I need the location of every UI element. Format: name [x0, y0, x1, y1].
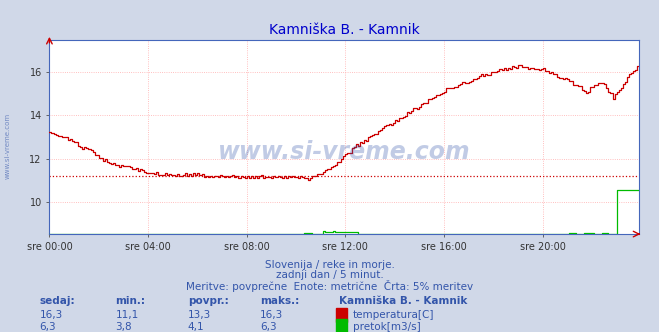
Text: Kamniška B. - Kamnik: Kamniška B. - Kamnik — [339, 296, 468, 306]
Text: povpr.:: povpr.: — [188, 296, 229, 306]
Text: 16,3: 16,3 — [40, 310, 63, 320]
Text: sedaj:: sedaj: — [40, 296, 75, 306]
Text: 4,1: 4,1 — [188, 322, 204, 332]
Text: 11,1: 11,1 — [115, 310, 138, 320]
Text: www.si-vreme.com: www.si-vreme.com — [218, 140, 471, 164]
Text: zadnji dan / 5 minut.: zadnji dan / 5 minut. — [275, 270, 384, 280]
Text: www.si-vreme.com: www.si-vreme.com — [5, 113, 11, 179]
Text: temperatura[C]: temperatura[C] — [353, 310, 434, 320]
Text: maks.:: maks.: — [260, 296, 300, 306]
Title: Kamniška B. - Kamnik: Kamniška B. - Kamnik — [269, 23, 420, 37]
Text: 16,3: 16,3 — [260, 310, 283, 320]
Text: 6,3: 6,3 — [40, 322, 56, 332]
Text: Meritve: povprečne  Enote: metrične  Črta: 5% meritev: Meritve: povprečne Enote: metrične Črta:… — [186, 280, 473, 291]
Text: Slovenija / reke in morje.: Slovenija / reke in morje. — [264, 260, 395, 270]
Text: min.:: min.: — [115, 296, 146, 306]
Text: 6,3: 6,3 — [260, 322, 277, 332]
Text: pretok[m3/s]: pretok[m3/s] — [353, 322, 420, 332]
Text: 3,8: 3,8 — [115, 322, 132, 332]
Text: 13,3: 13,3 — [188, 310, 211, 320]
